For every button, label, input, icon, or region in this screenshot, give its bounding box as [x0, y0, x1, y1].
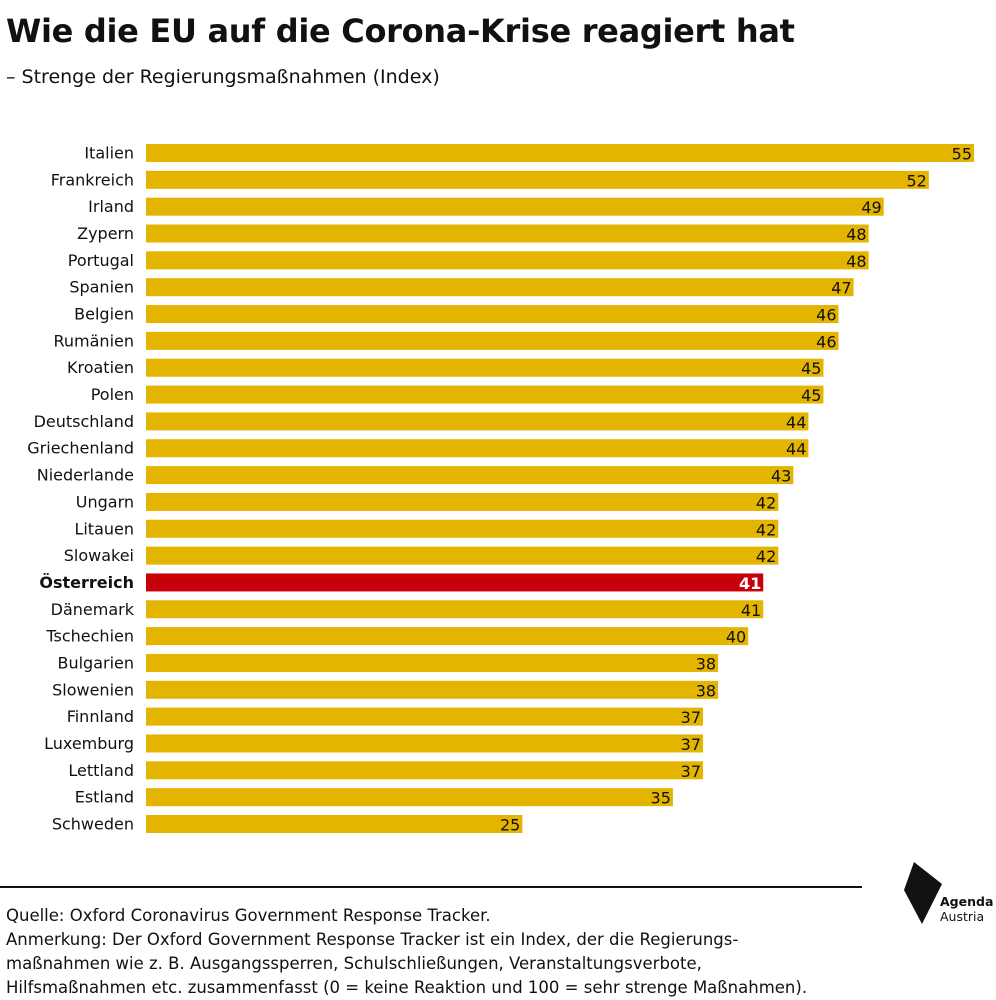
category-label-kroatien: Kroatien: [67, 358, 134, 377]
value-label-kroatien: 45: [801, 359, 821, 378]
bar-litauen: [146, 519, 779, 538]
category-label-finnland: Finnland: [67, 707, 134, 726]
bar-osterreich: [146, 573, 764, 592]
agenda-austria-logo: Agenda Austria: [900, 860, 996, 930]
bar-chart: Italien 55 Frankreich 52 Irland 49 Zypern 48 Por…: [27, 144, 974, 835]
bar-niederlande: [146, 466, 794, 485]
category-label-polen: Polen: [91, 385, 134, 404]
bar-estland: [146, 788, 673, 807]
annotation-line-3: Hilfsmaßnahmen etc. zusammenfasst (0 = k…: [6, 978, 808, 997]
category-label-schweden: Schweden: [52, 815, 134, 834]
value-label-danemark: 41: [741, 601, 761, 620]
category-label-bulgarien: Bulgarien: [57, 653, 134, 672]
value-label-estland: 35: [651, 789, 671, 808]
value-label-italien: 55: [952, 145, 972, 164]
value-label-slowenien: 38: [696, 681, 716, 700]
value-label-griechenland: 44: [786, 440, 806, 459]
value-label-ungarn: 42: [756, 493, 776, 512]
bar-ungarn: [146, 492, 779, 511]
bar-belgien: [146, 305, 839, 324]
logo-line-1: Agenda: [940, 894, 994, 909]
value-label-bulgarien: 38: [696, 654, 716, 673]
footer-divider: [0, 886, 862, 888]
category-label-zypern: Zypern: [77, 224, 134, 243]
bar-kroatien: [146, 358, 824, 377]
category-label-luxemburg: Luxemburg: [44, 734, 134, 753]
value-label-zypern: 48: [846, 225, 866, 244]
category-label-italien: Italien: [84, 144, 134, 163]
value-label-frankreich: 52: [906, 171, 926, 190]
logo-line-2: Austria: [940, 909, 985, 924]
bar-lettland: [146, 761, 704, 780]
value-label-deutschland: 44: [786, 413, 806, 432]
annotation-line-1: Anmerkung: Der Oxford Government Respons…: [6, 930, 739, 949]
value-label-belgien: 46: [816, 306, 836, 325]
category-label-ungarn: Ungarn: [76, 492, 134, 511]
bar-danemark: [146, 600, 764, 619]
bar-portugal: [146, 251, 869, 270]
value-label-luxemburg: 37: [681, 735, 701, 754]
category-label-belgien: Belgien: [74, 305, 134, 324]
bar-deutschland: [146, 412, 809, 431]
logo-wordmark: Agenda Austria: [940, 894, 993, 924]
category-label-estland: Estland: [75, 788, 134, 807]
category-label-slowakei: Slowakei: [64, 546, 134, 565]
value-label-schweden: 25: [500, 816, 520, 835]
category-label-slowenien: Slowenien: [52, 680, 134, 699]
bar-luxemburg: [146, 734, 704, 753]
bar-frankreich: [146, 170, 929, 189]
value-label-slowakei: 42: [756, 547, 776, 566]
category-label-griechenland: Griechenland: [27, 439, 134, 458]
category-label-lettland: Lettland: [68, 761, 134, 780]
chart-subtitle: – Strenge der Regierungsmaßnahmen (Index…: [6, 66, 440, 88]
bar-zypern: [146, 224, 869, 243]
bar-slowenien: [146, 680, 719, 699]
category-label-frankreich: Frankreich: [51, 170, 134, 189]
category-label-irland: Irland: [88, 197, 134, 216]
bar-slowakei: [146, 546, 779, 565]
value-label-osterreich: 41: [739, 574, 761, 593]
category-label-tschechien: Tschechien: [45, 627, 134, 646]
category-label-niederlande: Niederlande: [37, 466, 134, 485]
category-label-osterreich: Österreich: [39, 573, 134, 592]
value-label-portugal: 48: [846, 252, 866, 271]
category-label-spanien: Spanien: [69, 278, 134, 297]
category-label-portugal: Portugal: [68, 251, 134, 270]
category-label-danemark: Dänemark: [51, 600, 135, 619]
bar-irland: [146, 197, 884, 216]
source-note: Quelle: Oxford Coronavirus Government Re…: [6, 906, 491, 925]
bar-tschechien: [146, 627, 749, 646]
bar-spanien: [146, 278, 854, 297]
value-label-niederlande: 43: [771, 467, 791, 486]
footer: Quelle: Oxford Coronavirus Government Re…: [6, 904, 906, 1000]
bar-rumanien: [146, 331, 839, 350]
bar-bulgarien: [146, 653, 719, 672]
bar-italien: [146, 144, 974, 162]
value-label-finnland: 37: [681, 708, 701, 727]
category-label-litauen: Litauen: [74, 519, 134, 538]
agenda-austria-logo-icon: [904, 862, 942, 924]
annotation-line-2: maßnahmen wie z. B. Ausgangssperren, Sch…: [6, 954, 702, 973]
value-label-tschechien: 40: [726, 628, 746, 647]
bar-schweden: [146, 815, 523, 833]
bar-finnland: [146, 707, 704, 726]
value-label-litauen: 42: [756, 520, 776, 539]
bar-griechenland: [146, 439, 809, 458]
value-label-irland: 49: [861, 198, 881, 217]
chart-title: Wie die EU auf die Corona-Krise reagiert…: [6, 12, 795, 50]
category-label-rumanien: Rumänien: [54, 331, 135, 350]
value-label-rumanien: 46: [816, 332, 836, 351]
bar-polen: [146, 385, 824, 404]
value-label-spanien: 47: [831, 279, 851, 298]
category-label-deutschland: Deutschland: [34, 412, 134, 431]
value-label-polen: 45: [801, 386, 821, 405]
value-label-lettland: 37: [681, 762, 701, 781]
